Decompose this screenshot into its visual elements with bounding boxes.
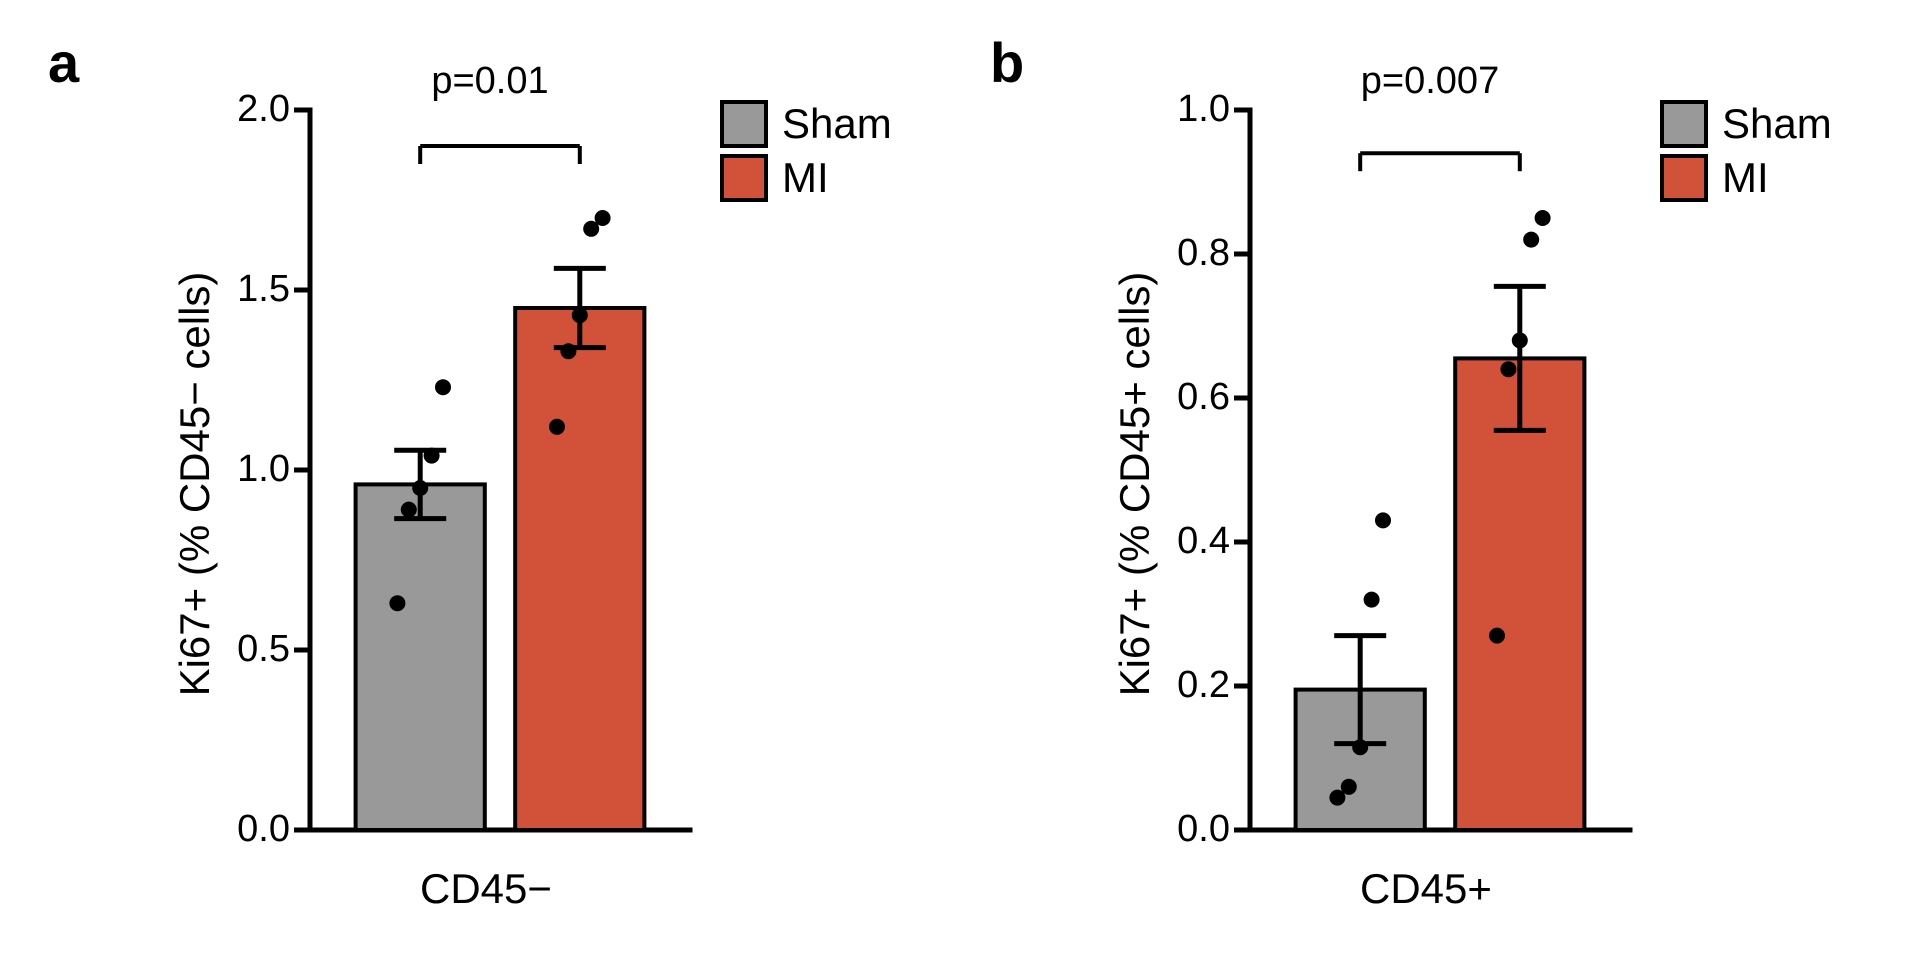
legend-label-sham-b: Sham [1722, 100, 1832, 148]
legend-item-sham-b: Sham [1660, 100, 1832, 148]
y-tick-label: 0.2 [1150, 664, 1230, 707]
figure-root: a b Ki67+ (% CD45− cells) CD45− 0.00.51.… [0, 0, 1920, 954]
legend-swatch-mi-b [1660, 154, 1708, 202]
chart-panel-b [0, 0, 1920, 954]
legend-label-mi-b: MI [1722, 154, 1769, 202]
y-tick-label: 0.8 [1150, 232, 1230, 275]
y-tick-label: 1.0 [1150, 88, 1230, 131]
pvalue-b: p=0.007 [1320, 60, 1540, 103]
y-tick-label: 0.0 [1150, 808, 1230, 851]
legend-b: Sham MI [1660, 100, 1832, 208]
y-axis-label-b: Ki67+ (% CD45+ cells) [1111, 234, 1159, 734]
y-tick-label: 0.6 [1150, 376, 1230, 419]
y-tick-label: 0.4 [1150, 520, 1230, 563]
legend-item-mi-b: MI [1660, 154, 1832, 202]
legend-swatch-sham-b [1660, 100, 1708, 148]
x-axis-label-b: CD45+ [1360, 865, 1492, 913]
